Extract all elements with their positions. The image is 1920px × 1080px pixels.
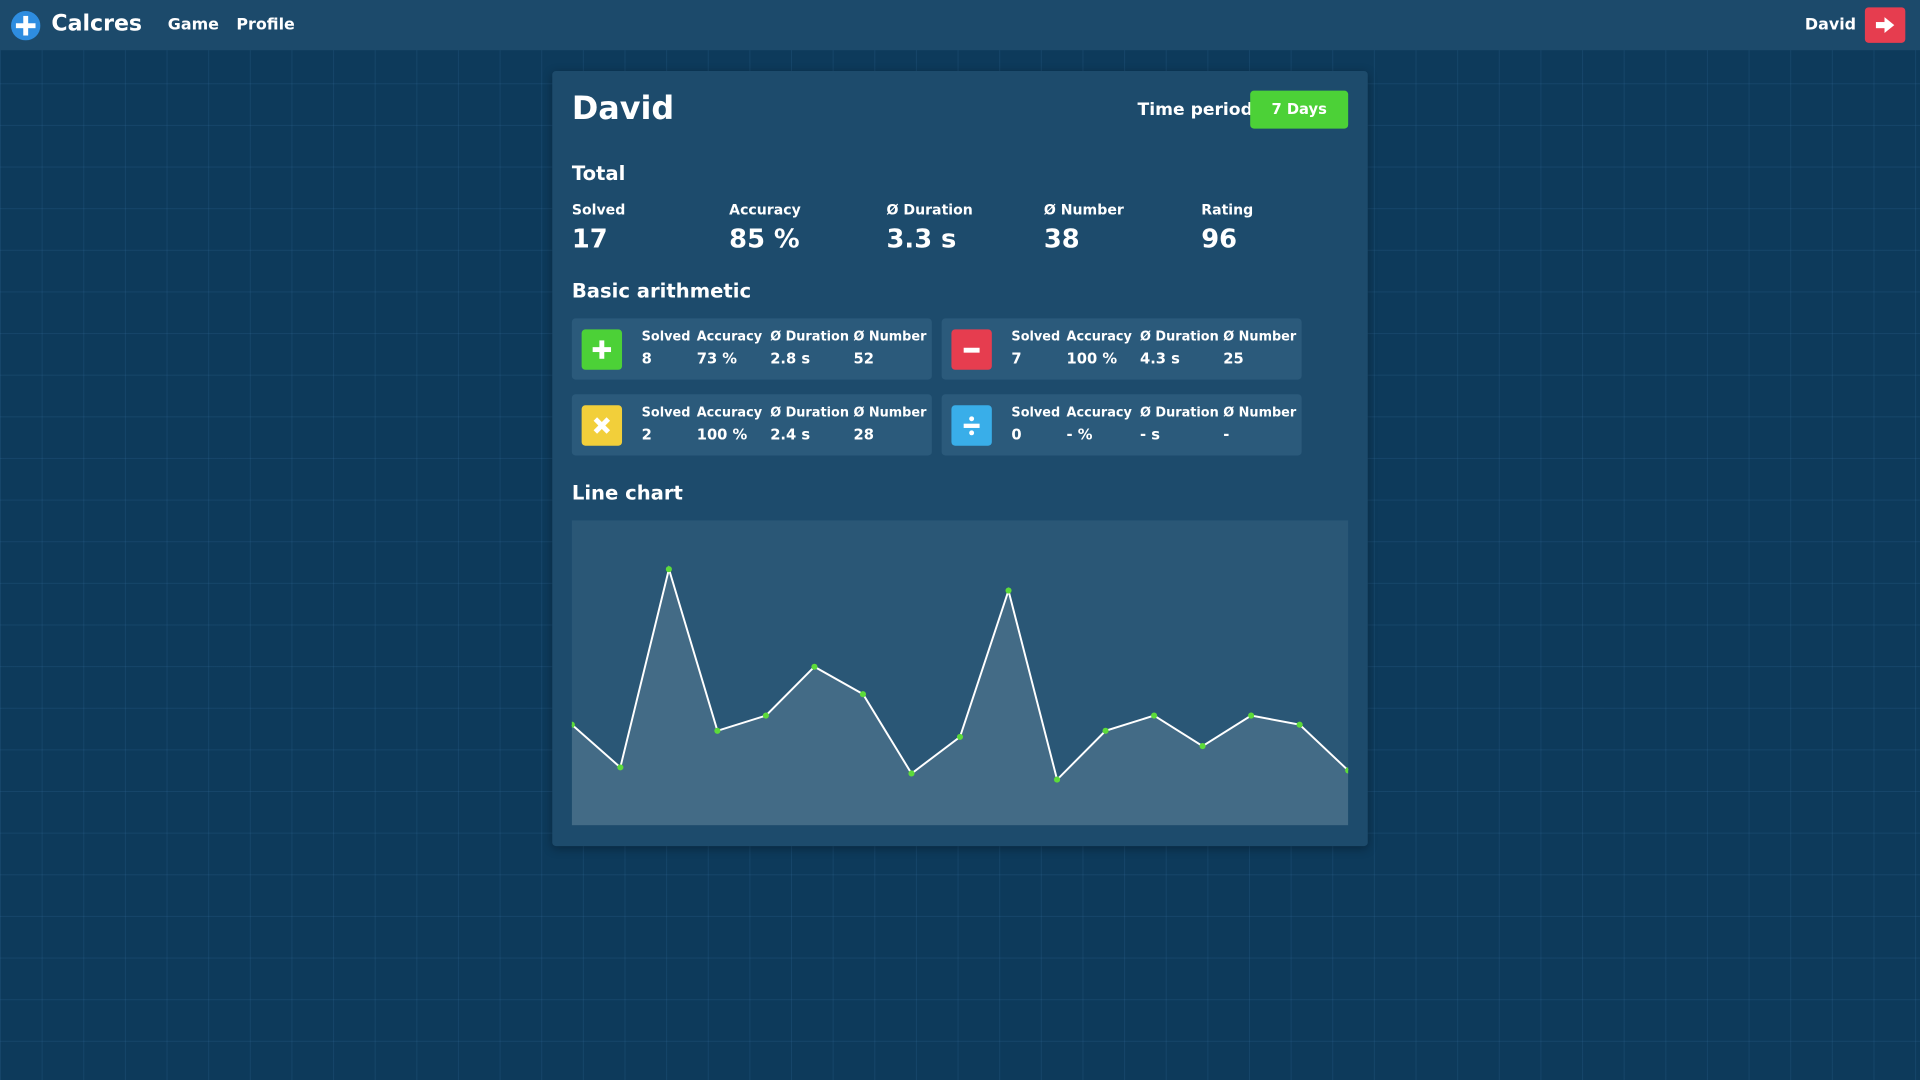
- stat-label: Ø Number: [853, 329, 927, 345]
- stat-label: Solved: [641, 329, 691, 345]
- point: [665, 566, 672, 573]
- operation-card: Solved 0 Accuracy - % Ø Duration - s Ø Number -: [941, 394, 1302, 456]
- stat-value: 73 %: [696, 350, 738, 368]
- stat-value: 3.3 s: [886, 224, 957, 254]
- nav-link[interactable]: Profile: [236, 15, 295, 35]
- line-chart: [568, 565, 1352, 826]
- nav-link[interactable]: Game: [167, 15, 219, 35]
- point: [859, 691, 867, 698]
- stat-value: 100 %: [696, 426, 748, 444]
- point: [1199, 742, 1206, 750]
- section-title: Basic arithmetic: [571, 279, 752, 303]
- stat-label: Solved: [1011, 329, 1061, 345]
- point: [1296, 721, 1303, 728]
- icon-glyph: [593, 417, 611, 434]
- point: [956, 733, 964, 740]
- stat-value: 2: [641, 426, 652, 444]
- point: [1248, 712, 1255, 719]
- stat-value: 4.3 s: [1140, 350, 1180, 368]
- stat-value: - s: [1140, 426, 1160, 444]
- stat-value: 17: [571, 224, 608, 254]
- stat-label: Solved: [641, 405, 691, 420]
- stat-label: Solved: [1011, 405, 1061, 420]
- stat-label: Ø Duration: [886, 200, 973, 218]
- stat-value: 96: [1201, 224, 1238, 254]
- stat-label: Accuracy: [696, 329, 763, 345]
- stat-value: 2.8 s: [770, 350, 811, 368]
- stat-value: 52: [853, 350, 874, 368]
- operation-card: Solved 7 Accuracy 100 % Ø Duration 4.3 s Ø Num…: [941, 318, 1302, 380]
- stat-value: 2.4 s: [770, 426, 811, 444]
- operation-card: Solved 8 Accuracy 73 % Ø Duration 2.8 s Ø Numb…: [571, 318, 932, 380]
- navbar: Calcres Game Profile David: [0, 0, 1920, 51]
- icon-glyph: [963, 347, 980, 353]
- stat-label: Ø Number: [1043, 200, 1124, 218]
- point: [1053, 776, 1061, 783]
- stat-label: Ø Duration: [770, 405, 849, 420]
- logout-icon: [1875, 17, 1895, 34]
- stat-label: Ø Duration: [770, 329, 849, 345]
- profile-card: David Time period 7 Days Total Solved 17 A…: [552, 71, 1368, 847]
- section-title: Total: [571, 161, 626, 185]
- stat-label: Ø Duration: [1140, 329, 1219, 345]
- stat-label: Rating: [1201, 200, 1254, 218]
- stat-value: 85 %: [729, 224, 800, 254]
- point: [714, 727, 721, 734]
- stat-value: 0: [1011, 426, 1022, 444]
- stat-label: Accuracy: [1066, 405, 1132, 420]
- operation-icon: [951, 329, 992, 370]
- operation-icon: [581, 405, 623, 446]
- stat-value: 100 %: [1066, 350, 1118, 368]
- stat-label: Ø Number: [853, 405, 927, 420]
- point: [1005, 587, 1012, 594]
- chart-area: [568, 520, 1352, 826]
- stat-label: Solved: [571, 200, 626, 218]
- point: [762, 712, 769, 719]
- stat-value: 7: [1011, 350, 1022, 368]
- stat-value: - %: [1066, 426, 1093, 444]
- stat-label: Ø Duration: [1140, 405, 1219, 420]
- stat-label: Accuracy: [729, 200, 801, 218]
- point: [617, 764, 624, 771]
- stat-label: Accuracy: [1066, 329, 1132, 345]
- section-title: Line chart: [571, 481, 683, 505]
- stat-value: -: [1223, 426, 1230, 444]
- stat-value: 8: [641, 350, 652, 368]
- operation-icon: [951, 405, 992, 446]
- area: [571, 569, 1349, 826]
- brand[interactable]: Calcres: [51, 11, 143, 37]
- time-period-button[interactable]: 7 Days: [1250, 90, 1349, 129]
- time-period-label: Time period: [1137, 100, 1253, 120]
- stat-label: Accuracy: [696, 405, 763, 420]
- stat-value: 28: [853, 426, 874, 444]
- stat-value: 25: [1223, 350, 1244, 368]
- stat-label: Ø Number: [1223, 329, 1297, 345]
- point: [1102, 727, 1109, 734]
- point: [1151, 712, 1158, 719]
- profile-name: David: [571, 90, 675, 128]
- point: [811, 663, 818, 670]
- operation-icon: [581, 329, 623, 370]
- operation-card: Solved 2 Accuracy 100 % Ø Duration 2.4 s Ø Num…: [571, 394, 932, 456]
- stat-label: Ø Number: [1223, 405, 1297, 420]
- user-name[interactable]: David: [1804, 15, 1857, 35]
- icon-glyph: [963, 416, 980, 436]
- icon-glyph: [592, 340, 612, 359]
- point: [908, 770, 915, 777]
- stat-value: 38: [1043, 224, 1080, 254]
- logout-button[interactable]: [1864, 7, 1906, 43]
- brand-logo[interactable]: [11, 11, 41, 41]
